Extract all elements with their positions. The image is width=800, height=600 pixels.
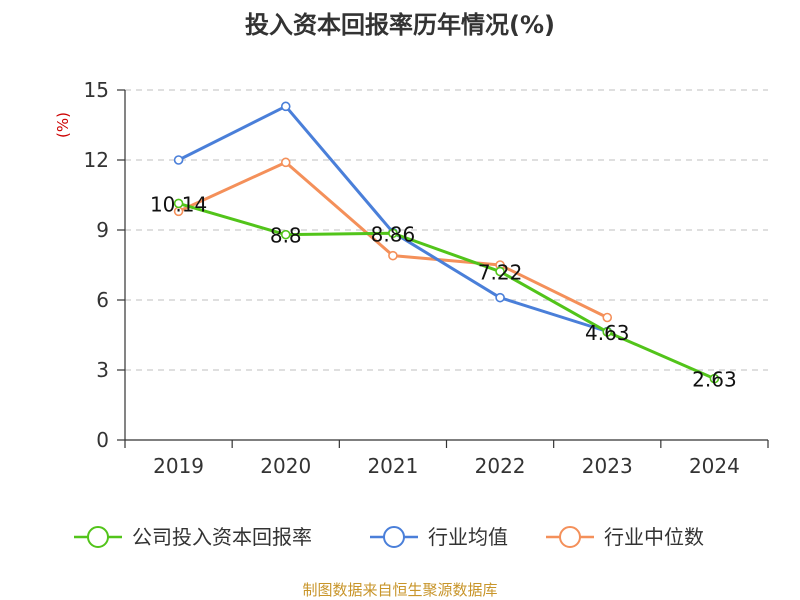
y-tick-label: 9 (96, 218, 109, 242)
data-point (495, 266, 505, 277)
series-layer (173, 101, 720, 384)
data-label: 8.86 (371, 222, 416, 246)
grid (125, 89, 768, 371)
data-label: 10.14 (150, 192, 207, 216)
x-tick-label: 2022 (475, 454, 526, 478)
y-tick-label: 0 (96, 428, 109, 452)
axes: 0 3 6 9 12 15 2019 2020 2021 2022 2023 2024 (84, 78, 769, 478)
x-tick-label: 2019 (153, 454, 204, 478)
y-tick-label: 6 (96, 288, 109, 312)
legend-marker (87, 526, 109, 548)
data-point (173, 155, 184, 165)
data-label: 4.63 (585, 321, 630, 345)
y-axis-unit: (%) (54, 112, 72, 138)
data-point (280, 229, 291, 240)
data-label: 8.8 (270, 224, 302, 248)
data-point (173, 198, 184, 209)
data-point (280, 101, 291, 112)
chart-title: 投入资本回报率历年情况(%) (245, 11, 555, 39)
x-tick-label: 2024 (689, 454, 740, 478)
data-point (388, 250, 398, 261)
x-tick-label: 2023 (582, 454, 633, 478)
source-note: 制图数据来自恒生聚源数据库 (302, 581, 497, 599)
legend-label: 行业中位数 (604, 525, 704, 549)
y-tick-label: 15 (84, 78, 109, 102)
data-label: 7.22 (478, 261, 523, 285)
series-line (177, 201, 716, 381)
data-point (602, 312, 613, 323)
y-tick-label: 12 (84, 148, 109, 172)
legend-label: 行业均值 (428, 525, 508, 549)
data-point (709, 373, 720, 384)
data-labels: 10.14 8.8 8.86 7.22 4.63 2.63 (150, 192, 737, 391)
data-point (602, 327, 613, 337)
data-point (388, 228, 398, 239)
x-tick-label: 2020 (260, 454, 311, 478)
data-label: 2.63 (692, 368, 737, 392)
x-tick-label: 2021 (367, 454, 418, 478)
data-point (495, 292, 505, 303)
legend-label: 公司投入资本回报率 (132, 525, 312, 549)
series-line (177, 104, 609, 333)
legend-marker (383, 526, 405, 548)
legend: 公司投入资本回报率 行业均值 行业中位数 (74, 525, 704, 549)
data-point (280, 157, 291, 168)
legend-marker (559, 526, 581, 548)
y-tick-label: 3 (96, 358, 109, 382)
